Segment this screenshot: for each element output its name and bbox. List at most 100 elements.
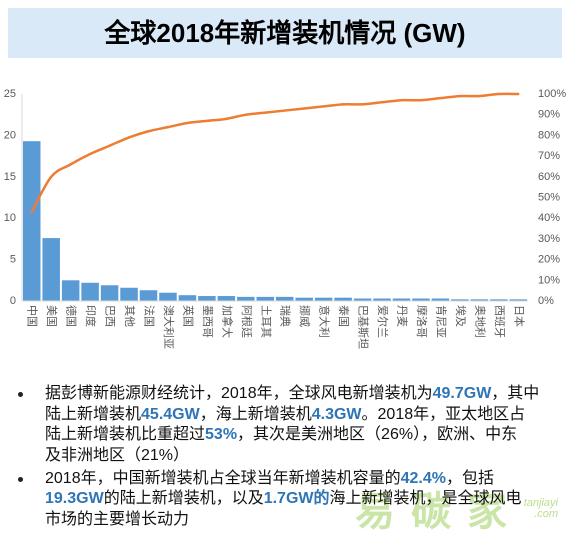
x-tick-label-13: 土耳其 [259,305,272,338]
cumulative-point-13 [264,111,267,114]
watermark-site-line1: tanjiayi [523,497,558,509]
bullet-dot-icon [18,476,23,482]
cumulative-point-19 [380,101,384,104]
bullet-text: ，其次是美洲地区（26%），欧洲、中东 [237,426,518,443]
x-tick-label-16: 意大利 [318,305,332,338]
bar-20 [392,298,411,301]
highlight-value: 45.4GW [141,405,200,423]
page-title: 全球2018年新增装机情况 (GW) [104,18,466,48]
bullet-line: 据彭博新能源财经统计，2018年，全球风电新增装机为 49.7GW ，其中 [45,384,565,405]
bar-22 [431,298,450,301]
bar-1 [22,141,41,301]
cumulative-point-11 [225,117,228,121]
x-tick-label-11: 加拿大 [220,305,234,338]
bar-7 [139,290,158,301]
y2-tick-label: 40% [538,212,560,224]
bullet-line: 陆上新增装机 45.4GW ，海上新增装机 4.3GW 。2018年，亚太地区占 [45,405,565,426]
y-tick-label: 5 [10,254,16,266]
bullet-line: 陆上新增装机比重超过 53% ，其次是美洲地区（26%），欧洲、中东 [45,425,565,446]
bar-25 [490,299,508,301]
bullet-text: 陆上新增装机比重超过 [45,426,206,443]
cumulative-point-14 [283,109,286,112]
x-tick-label-17: 泰国 [337,305,351,327]
x-tick-label-7: 法国 [143,305,157,327]
bullet-item-2: 2018年，中国新增装机占全球当年新增装机容量的 42.4% ，包括 19.3G… [18,469,565,531]
cumulative-point-9 [186,121,189,125]
bar-13 [256,296,275,301]
cumulative-point-20 [400,99,403,102]
x-tick-label-1: 中国 [26,305,39,327]
x-tick-label-4: 印度 [84,305,98,327]
x-tick-label-24: 奥地利 [473,305,487,338]
bar-10 [198,296,216,301]
cumulative-share-line [30,92,519,213]
cumulative-point-17 [341,103,345,106]
bullet-list: 据彭博新能源财经统计，2018年，全球风电新增装机为 49.7GW ，其中 陆上… [18,384,565,531]
bar-8 [159,292,177,301]
x-tick-label-6: 其他 [123,305,136,327]
bullet-text: 的陆上新增装机，以及 [103,490,264,507]
watermark-logo: 易碳家 [355,490,523,534]
y2-tick-label: 20% [538,254,560,266]
bullet-text: 市场的主要增长动力 [45,510,190,528]
y-tick-label: 25 [4,88,16,100]
cumulative-point-8 [166,125,170,129]
cumulative-point-5 [108,144,111,147]
bullet-text: 2018年，中国新增装机占全球当年新增装机容量的 [45,469,401,487]
bar-18 [353,298,372,301]
bar-3 [61,280,80,301]
cumulative-point-24 [478,94,481,98]
title-banner: 全球2018年新增装机情况 (GW) [8,8,562,58]
cumulative-point-10 [205,119,209,123]
highlight-value: 42.4% [400,469,446,487]
bullet-dot-icon [18,392,23,397]
bullet-line: 2018年，中国新增装机占全球当年新增装机容量的 42.4% ，包括 [45,469,565,490]
highlight-value: 4.3GW [311,405,362,423]
x-tick-label-20: 丹麦 [396,305,409,327]
y-tick-label: 10 [4,212,16,224]
watermark-site-line2: .com [534,508,558,520]
x-tick-label-15: 挪威 [298,305,312,327]
bar-6 [120,287,138,301]
x-tick-label-12: 阿根廷 [240,305,254,338]
cumulative-point-21 [419,99,423,102]
x-tick-label-10: 墨西哥 [201,305,214,338]
bullet-text: ，海上新增装机 [199,405,312,423]
cumulative-point-22 [439,96,442,100]
cumulative-point-25 [497,92,501,96]
cumulative-point-26 [517,92,520,96]
y2-tick-label: 60% [538,171,560,183]
cumulative-point-18 [361,103,364,106]
bullet-line: 市场的主要增长动力 [45,510,565,531]
bullet-line: 及非洲地区（21%） [45,446,565,467]
bar-2 [42,238,60,301]
bar-11 [217,296,236,301]
y2-tick-label: 0% [538,295,554,307]
x-tick-label-3: 德国 [65,305,79,327]
bullet-text: 据彭博新能源财经统计，2018年，全球风电新增装机为 [45,385,433,402]
watermark-site: tanjiayi .com [468,498,558,520]
cumulative-point-1 [30,210,33,214]
x-tick-label-14: 瑞典 [279,305,293,327]
x-tick-label-25: 西班牙 [493,305,506,338]
bar-5 [100,285,119,301]
cumulative-point-16 [322,105,325,108]
x-tick-label-26: 日本 [512,305,526,327]
cumulative-point-23 [458,94,462,98]
cumulative-point-12 [244,113,248,116]
bullet-text: 及非洲地区（21%） [45,446,190,464]
x-tick-label-18: 巴基斯坦 [357,305,371,349]
x-tick-label-22: 肯尼亚 [434,305,447,338]
x-tick-label-2: 美国 [45,305,58,327]
bar-23 [451,299,469,301]
bar-15 [295,297,313,301]
bar-12 [237,296,255,301]
cumulative-point-15 [302,107,306,110]
bar-14 [275,296,294,301]
bullet-text: ，包括 [445,469,494,487]
y2-tick-label: 10% [538,274,560,286]
highlight-value: 1.7GW的 [263,490,330,507]
x-tick-label-21: 摩洛哥 [415,305,429,338]
bullet-line: 19.3GW 的陆上新增装机，以及 1.7GW的 海上新增装机，是全球风电 [45,489,565,510]
y2-tick-label: 50% [538,192,560,204]
